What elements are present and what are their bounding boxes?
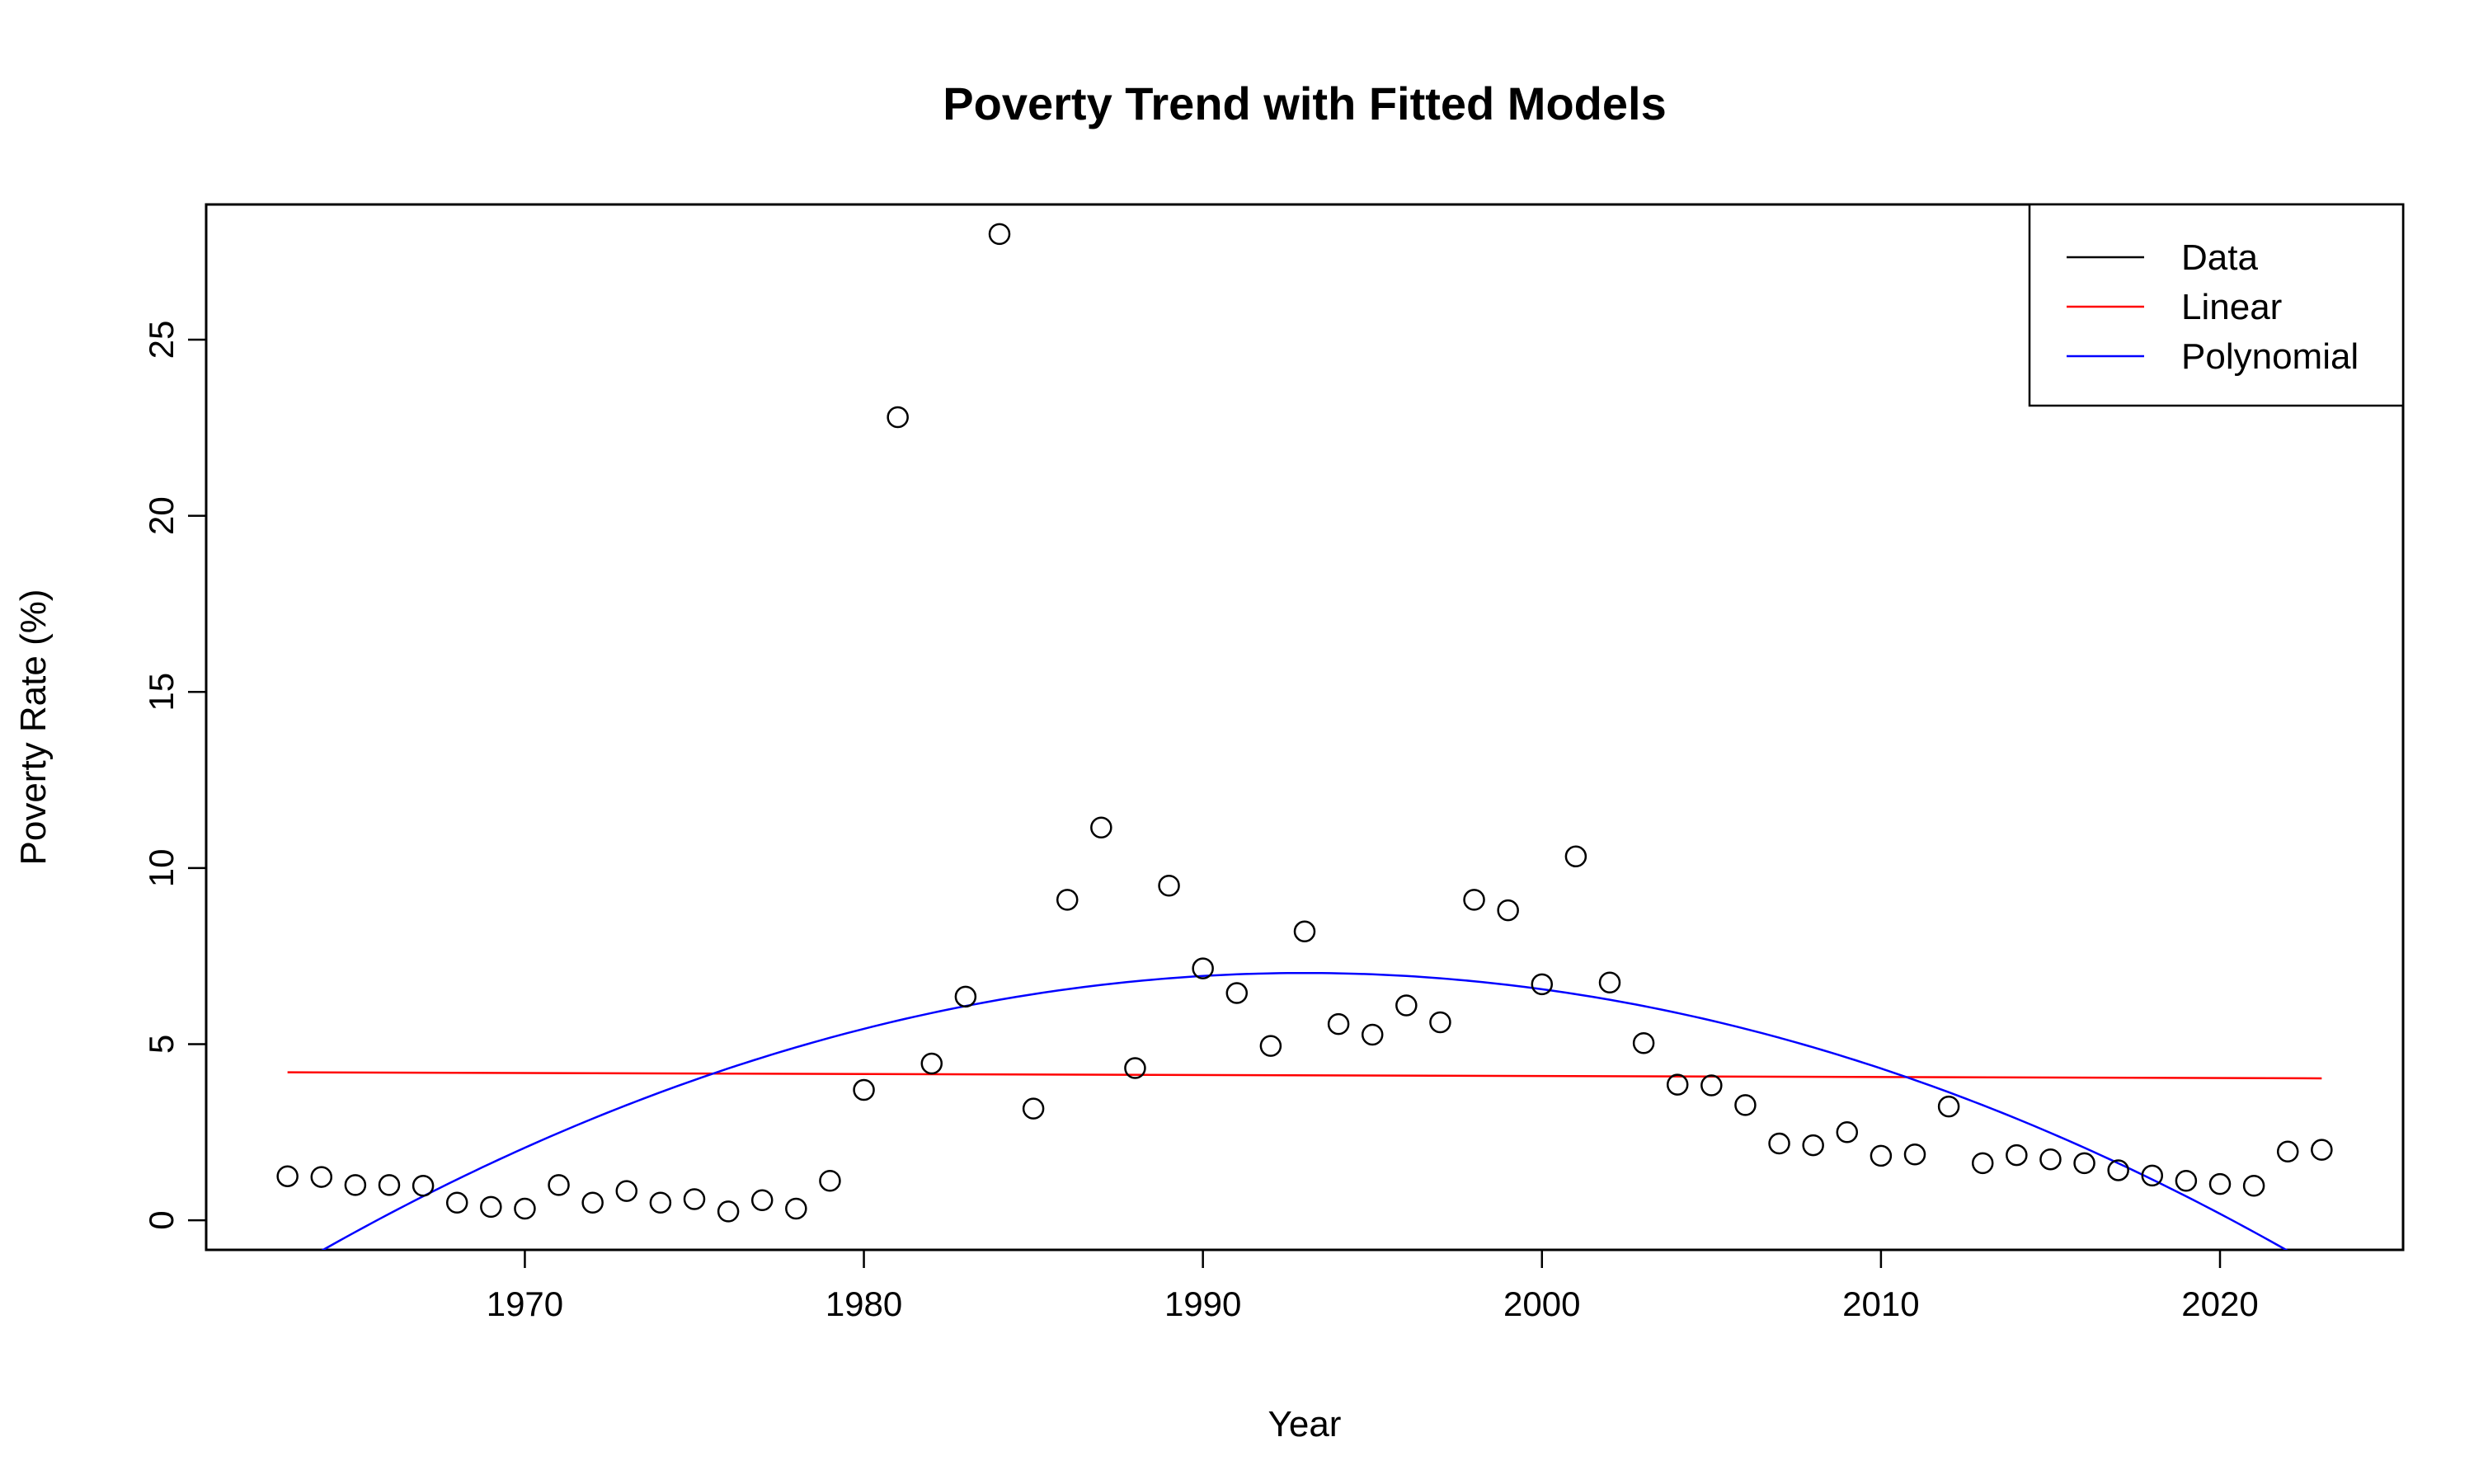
data-point: [1632, 1031, 1655, 1054]
data-point: [1531, 973, 1554, 996]
y-tick-label: 20: [142, 496, 181, 535]
x-tick-label: 2010: [1842, 1284, 1919, 1323]
y-tick-label: 5: [142, 1035, 181, 1054]
linear-fit-line: [287, 1071, 2322, 1080]
legend: Data Linear Polynomial: [2028, 203, 2405, 407]
polynomial-fit-curve: [321, 971, 2288, 1250]
data-point: [1124, 1057, 1146, 1079]
data-point: [1971, 1152, 1994, 1175]
data-point: [378, 1174, 401, 1196]
legend-label-data: Data: [2181, 237, 2258, 278]
data-point: [1158, 875, 1180, 897]
data-point: [2039, 1148, 2062, 1171]
y-tick-label: 10: [142, 849, 181, 888]
data-point: [1666, 1073, 1689, 1096]
data-point: [1225, 982, 1249, 1004]
data-point: [750, 1189, 774, 1212]
data-point: [1192, 957, 1214, 979]
data-point: [2141, 1164, 2164, 1187]
data-point: [1768, 1132, 1790, 1155]
data-point: [1734, 1094, 1757, 1116]
data-point: [344, 1174, 367, 1196]
x-axis-label: Year: [1268, 1404, 1342, 1444]
data-point: [581, 1191, 604, 1214]
x-tick-label: 2000: [1503, 1284, 1580, 1323]
data-point: [2208, 1172, 2232, 1195]
data-point: [717, 1200, 740, 1223]
data-point: [1056, 889, 1079, 911]
data-point: [853, 1078, 875, 1101]
data-point: [2107, 1159, 2129, 1181]
data-point: [920, 1052, 943, 1075]
data-point: [1870, 1144, 1893, 1167]
data-point: [2175, 1170, 2198, 1192]
data-point: [548, 1174, 570, 1196]
data-point: [615, 1180, 638, 1202]
data-point: [2242, 1174, 2265, 1197]
y-tick-label: 25: [142, 321, 181, 359]
legend-label-linear: Linear: [2181, 287, 2282, 327]
data-point: [1090, 816, 1112, 839]
legend-box: [2028, 203, 2405, 407]
data-point: [412, 1174, 435, 1197]
data-point: [276, 1165, 299, 1187]
x-axis: 1970 1980 1990 2000 2010 2020: [487, 1248, 2259, 1323]
x-tick-label: 2020: [2181, 1284, 2258, 1323]
data-point: [1395, 994, 1418, 1017]
data-point: [1564, 845, 1587, 868]
data-point: [310, 1166, 333, 1188]
data-point: [954, 985, 977, 1008]
x-tick-label: 1970: [487, 1284, 563, 1323]
chart-title: Poverty Trend with Fitted Models: [943, 77, 1666, 129]
data-point: [1327, 1012, 1350, 1036]
x-tick-label: 1990: [1164, 1284, 1241, 1323]
y-tick-label: 15: [142, 673, 181, 711]
legend-label-polynomial: Polynomial: [2181, 336, 2359, 377]
data-point: [887, 406, 909, 429]
data-point: [785, 1197, 807, 1220]
data-point: [1361, 1023, 1384, 1046]
data-point: [1463, 889, 1485, 911]
data-point: [1836, 1121, 1859, 1144]
data-point: [1022, 1097, 1045, 1120]
data-point: [683, 1188, 706, 1210]
data-point: [1259, 1035, 1282, 1057]
y-tick-label: 0: [142, 1210, 181, 1229]
y-axis-label: Poverty Rate (%): [13, 589, 54, 866]
data-point: [1802, 1134, 1824, 1157]
data-point: [988, 223, 1011, 246]
data-point: [1293, 920, 1316, 943]
y-axis: 0 5 10 15 20 25: [142, 321, 208, 1230]
data-point: [1700, 1074, 1723, 1097]
x-tick-label: 1980: [825, 1284, 902, 1323]
data-point: [1937, 1095, 1960, 1118]
data-point: [514, 1197, 536, 1220]
data-point: [2006, 1144, 2028, 1167]
data-point: [2276, 1140, 2299, 1163]
data-point: [480, 1195, 502, 1219]
data-point: [1497, 899, 1519, 922]
data-point: [1429, 1011, 1451, 1034]
plot-area: [276, 223, 2333, 1250]
data-point: [649, 1191, 672, 1214]
data-point: [1598, 971, 1621, 993]
data-point: [819, 1170, 841, 1192]
data-point: [2311, 1139, 2333, 1161]
data-point: [2073, 1152, 2095, 1175]
data-point: [445, 1191, 468, 1214]
data-point: [1903, 1143, 1926, 1166]
